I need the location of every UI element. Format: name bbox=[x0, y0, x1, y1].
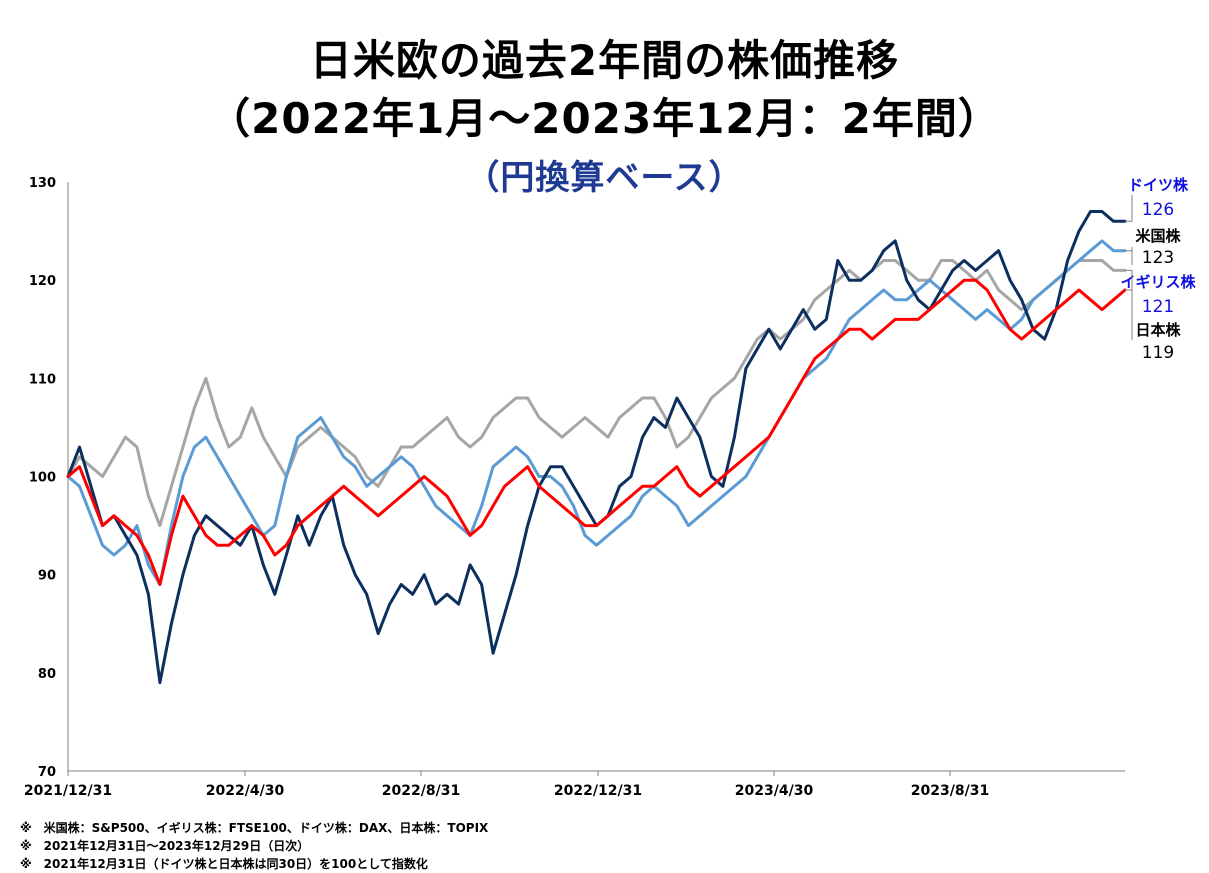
y-tick-label: 80 bbox=[38, 667, 56, 682]
chart-series bbox=[66, 210, 1127, 685]
series-name-label: イギリス株 bbox=[1120, 273, 1196, 291]
label-leader-line bbox=[1125, 195, 1133, 222]
y-tick-label: 130 bbox=[29, 176, 56, 191]
footnote: ※ 米国株：S&P500、イギリス株：FTSE100、ドイツ株：DAX、日本株：… bbox=[20, 821, 489, 835]
x-tick-label: 2022/12/31 bbox=[554, 783, 642, 799]
chart-title: 日米欧の過去2年間の株価推移 bbox=[309, 36, 900, 85]
x-tick-label: 2023/4/30 bbox=[735, 783, 814, 799]
y-tick-label: 100 bbox=[29, 471, 56, 486]
footnotes: ※ 米国株：S&P500、イギリス株：FTSE100、ドイツ株：DAX、日本株：… bbox=[20, 819, 488, 873]
series-end-labels: ドイツ株 126 米国株 123 イギリス株 121 日本株 119 bbox=[1120, 176, 1196, 363]
chart-subtitle: （2022年1月～2023年12月：2年間） bbox=[208, 94, 1001, 143]
series-name-label: 米国株 bbox=[1135, 227, 1181, 245]
series-line-1 bbox=[66, 239, 1127, 586]
series-line-3 bbox=[66, 278, 1127, 586]
y-tick-label: 120 bbox=[29, 274, 56, 289]
series-end-value: 123 bbox=[1142, 248, 1174, 268]
series-end-value: 126 bbox=[1142, 200, 1174, 220]
footnote: ※ 2021年12月31日（ドイツ株と日本株は同30日）を100として指数化 bbox=[20, 857, 428, 871]
series-name-label: ドイツ株 bbox=[1128, 176, 1189, 194]
label-leader-line bbox=[1125, 247, 1133, 265]
series-end-value: 119 bbox=[1142, 343, 1174, 363]
series-line-2 bbox=[66, 259, 1127, 528]
label-leader-line bbox=[1125, 289, 1133, 340]
x-tick-label: 2023/8/31 bbox=[911, 783, 989, 799]
y-tick-label: 70 bbox=[38, 765, 56, 780]
series-line-0 bbox=[66, 210, 1127, 685]
chart-subtitle-currency: （円換算ベース） bbox=[465, 158, 744, 198]
x-tick-label: 2022/4/30 bbox=[206, 783, 285, 799]
chart-axes: 70 80 90 100 110 120 130 2021/12/31 2022/4/30 202… bbox=[24, 176, 1125, 799]
y-tick-label: 90 bbox=[38, 569, 56, 584]
series-name-label: 日本株 bbox=[1135, 321, 1181, 339]
x-tick-label: 2022/8/31 bbox=[382, 783, 460, 799]
y-tick-label: 110 bbox=[29, 372, 56, 387]
series-end-value: 121 bbox=[1142, 297, 1174, 317]
x-tick-label: 2021/12/31 bbox=[24, 783, 112, 799]
footnote: ※ 2021年12月31日～2023年12月29日（日次） bbox=[20, 839, 310, 853]
